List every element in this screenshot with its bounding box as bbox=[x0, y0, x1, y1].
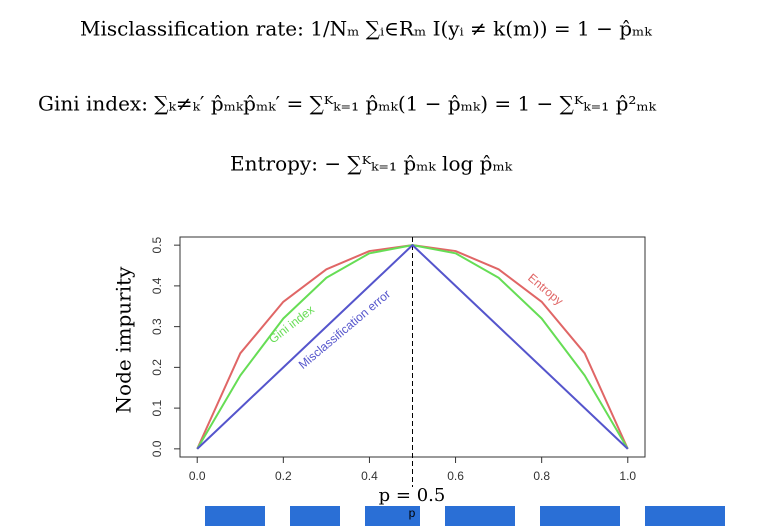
line bbox=[196, 244, 629, 450]
line bbox=[196, 244, 629, 450]
footer-bars bbox=[205, 506, 725, 526]
x-axis-label: p bbox=[409, 506, 416, 520]
formula: Gini index: ∑ₖ≠ₖ′ p̂ₘₖp̂ₘₖ′ = ∑ᴷₖ₌₁ p̂ₘₖ… bbox=[38, 92, 657, 116]
y-tick-label: 0.0 bbox=[150, 440, 164, 457]
formula: Misclassification rate: 1/Nₘ ∑ᵢ∈Rₘ I(yᵢ … bbox=[80, 17, 652, 41]
x-tick-label: 0.4 bbox=[361, 469, 378, 483]
series-label: Entropy bbox=[525, 271, 566, 308]
annotation: p = 0.5 bbox=[379, 485, 446, 506]
y-tick-label: 0.3 bbox=[150, 318, 164, 335]
y-axis-label: Node impurity bbox=[112, 266, 136, 414]
series-label: Gini index bbox=[266, 302, 317, 346]
x-tick-label: 1.0 bbox=[619, 469, 636, 483]
x-tick-label: 0.6 bbox=[447, 469, 464, 483]
y-tick-label: 0.2 bbox=[150, 359, 164, 376]
x-tick-label: 0.2 bbox=[275, 469, 292, 483]
formula: Entropy: − ∑ᴷₖ₌₁ p̂ₘₖ log p̂ₘₖ bbox=[230, 152, 513, 176]
x-tick-label: 0.8 bbox=[533, 469, 550, 483]
x-tick-label: 0.0 bbox=[189, 469, 206, 483]
series-label: Misclassification error bbox=[296, 287, 393, 372]
y-tick-label: 0.1 bbox=[150, 399, 164, 416]
y-tick-label: 0.4 bbox=[150, 277, 164, 294]
y-tick-label: 0.5 bbox=[150, 236, 164, 253]
